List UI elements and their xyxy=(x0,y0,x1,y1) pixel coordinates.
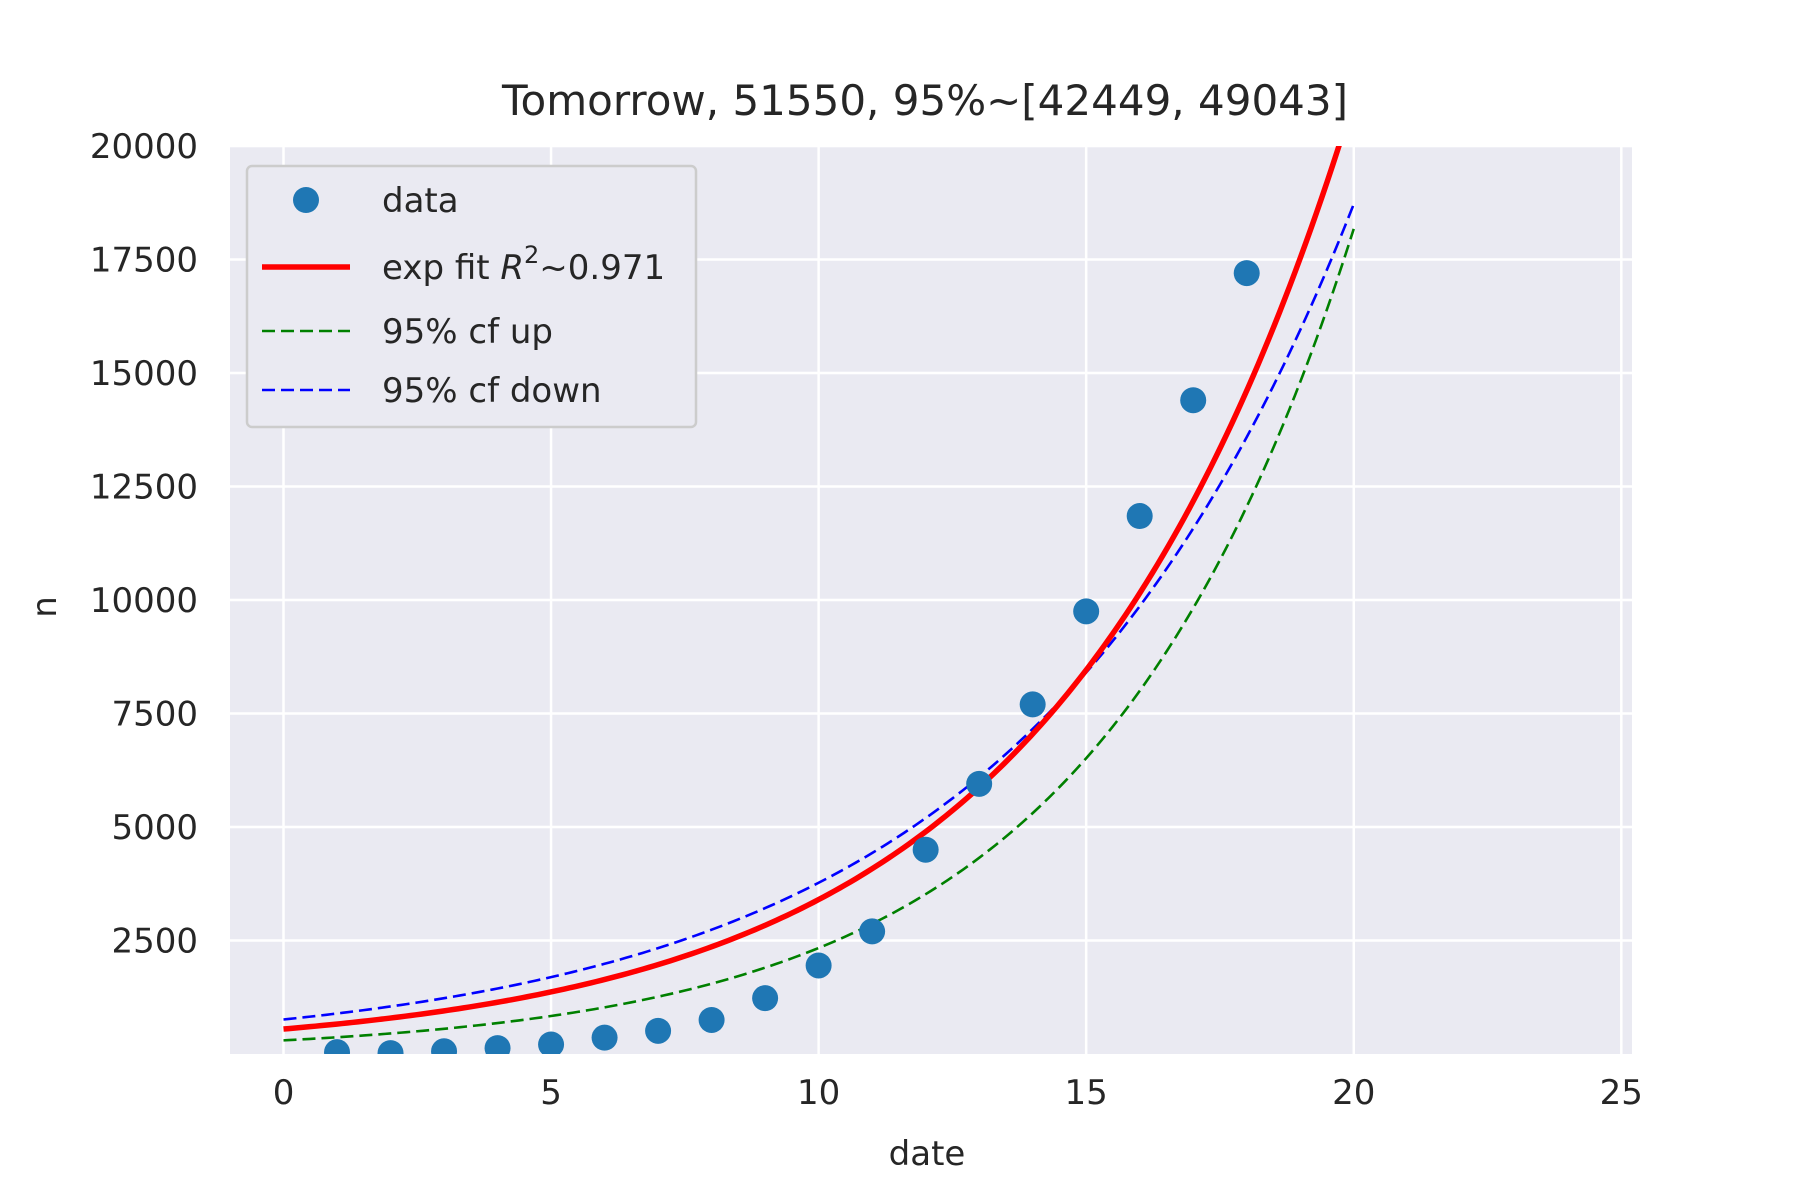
data-point xyxy=(645,1017,672,1044)
x-tick-label: 5 xyxy=(540,1073,562,1113)
x-tick-label: 15 xyxy=(1065,1073,1108,1113)
x-tick-label: 25 xyxy=(1600,1073,1643,1113)
legend-label: 95% cf down xyxy=(382,371,602,411)
legend-label: 95% cf up xyxy=(382,312,553,352)
y-tick-label: 17500 xyxy=(90,241,198,281)
y-tick-labels: 2500 5000 7500 10000 12500 15000 17500 20000 xyxy=(90,127,198,962)
data-point xyxy=(752,985,779,1012)
exp-fit-curve xyxy=(283,146,1342,1032)
data-point xyxy=(1126,503,1153,530)
x-tick-labels: 0 5 10 15 20 25 xyxy=(273,1073,1643,1113)
cf-up-curve xyxy=(283,228,1355,1042)
y-tick-label: 5000 xyxy=(111,808,198,848)
data-point xyxy=(966,770,993,797)
data-point xyxy=(912,836,939,863)
data-point xyxy=(859,918,886,945)
legend: data exp fit R2~0.971 95% cf up 95% cf down xyxy=(245,164,698,429)
y-tick-label: 20000 xyxy=(90,127,198,167)
y-tick-label: 2500 xyxy=(111,922,198,962)
data-points xyxy=(324,260,1260,1054)
chart-title: Tomorrow, 51550, 95%~[42449, 49043] xyxy=(501,76,1348,125)
x-tick-label: 20 xyxy=(1332,1073,1375,1113)
data-point xyxy=(1233,260,1260,287)
legend-frame xyxy=(245,164,698,429)
y-tick-label: 12500 xyxy=(90,468,198,508)
cf-down-curve xyxy=(283,203,1355,1021)
data-point xyxy=(805,952,832,979)
data-point xyxy=(591,1024,618,1051)
data-point xyxy=(538,1031,565,1054)
data-point xyxy=(1019,691,1046,718)
y-tick-label: 7500 xyxy=(111,695,198,735)
x-tick-label: 10 xyxy=(797,1073,840,1113)
x-axis-label: date xyxy=(889,1134,966,1174)
y-axis-label: n xyxy=(25,596,65,618)
y-tick-label: 10000 xyxy=(90,581,198,621)
legend-label: exp fit R2~0.971 xyxy=(382,241,665,288)
fit-curves xyxy=(283,146,1355,1042)
data-point xyxy=(377,1040,404,1054)
data-point xyxy=(484,1035,511,1054)
data-point xyxy=(431,1038,458,1054)
data-point xyxy=(1073,598,1100,625)
y-tick-label: 15000 xyxy=(90,354,198,394)
legend-marker-data xyxy=(293,187,319,213)
data-point xyxy=(698,1006,725,1033)
legend-label: data xyxy=(382,181,459,221)
x-tick-label: 0 xyxy=(273,1073,295,1113)
data-point xyxy=(324,1039,351,1054)
data-point xyxy=(1180,387,1207,414)
